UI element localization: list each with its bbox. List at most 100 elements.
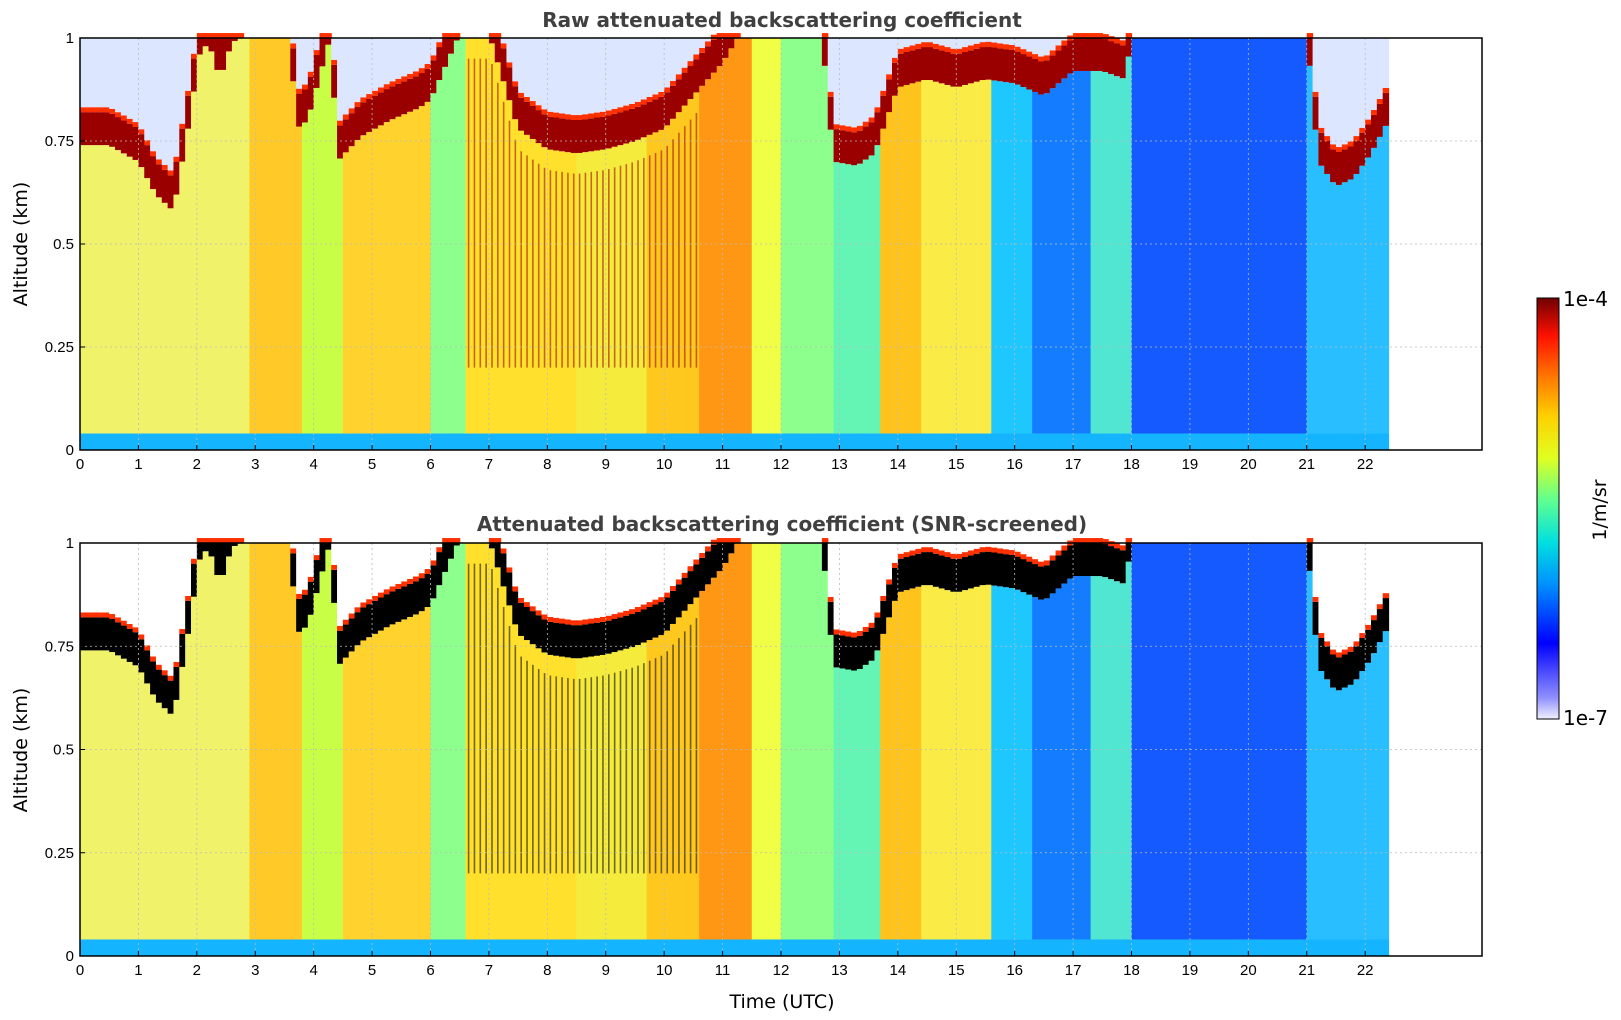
heat-cell-body: [868, 660, 876, 940]
heat-cell-above: [856, 38, 864, 126]
heat-cell-ground: [868, 433, 876, 450]
heat-cell-body: [331, 602, 338, 940]
heat-cell-body: [278, 543, 286, 940]
heat-cell-above: [535, 543, 543, 611]
heat-cell-ground: [874, 433, 881, 450]
heat-cell-cloud: [570, 625, 578, 659]
heat-cell-cloud-edge: [109, 108, 116, 114]
x-tick-label: 1: [134, 456, 142, 473]
heat-cell-cloud: [1353, 141, 1360, 174]
heat-cell-above: [395, 543, 402, 584]
heat-cell-above: [97, 543, 104, 613]
heat-cell-ground: [1108, 939, 1115, 956]
heat-cell-cloud: [1061, 550, 1068, 584]
heat-cell-cloud: [1078, 38, 1086, 71]
heat-cell-cloud: [354, 612, 361, 646]
heat-cell-above: [938, 543, 946, 551]
heat-cell-above: [167, 38, 175, 171]
heat-cell-above: [1335, 38, 1343, 148]
heat-cell-ground: [220, 939, 227, 956]
heat-cell-above: [331, 543, 338, 565]
heat-cell-cloud-edge: [1008, 550, 1016, 555]
heat-cell-body: [459, 38, 467, 434]
heat-cell-cloud: [553, 622, 560, 656]
heat-cell-above: [634, 38, 642, 102]
heat-cell-cloud: [296, 93, 303, 127]
heat-cell-ground: [1008, 433, 1016, 450]
heat-cell-ground: [576, 433, 583, 450]
heat-cell-above: [424, 543, 432, 570]
heat-cell-ground: [699, 433, 706, 450]
heat-cell-cloud-edge: [1359, 127, 1366, 133]
heat-cell-body: [453, 545, 461, 940]
heat-cell-above: [646, 38, 654, 97]
heat-cell-cloud-edge: [1330, 649, 1337, 655]
heat-cell-above: [903, 543, 911, 553]
heat-cell-cloud-edge: [997, 43, 1004, 49]
heat-cell-ground: [559, 433, 566, 450]
heat-cell-body: [1108, 579, 1115, 940]
heat-cell-ground: [646, 939, 654, 956]
heat-cell-cloud-edge: [319, 33, 326, 38]
heat-cell-precip: [683, 126, 686, 368]
heat-cell-above: [868, 38, 876, 118]
heat-cell-cloud: [991, 47, 998, 81]
heat-cell-above: [173, 543, 180, 662]
heat-cell-body: [1230, 38, 1238, 434]
heat-cell-cloud-edge: [155, 664, 163, 670]
heat-cell-body: [231, 40, 239, 434]
heat-cell-precip: [596, 676, 598, 874]
colorbar-frame: [1536, 297, 1560, 720]
heat-cell-cloud: [1312, 601, 1320, 635]
heat-cell-above: [354, 543, 361, 608]
heat-cell-above: [512, 543, 519, 587]
heat-cell-cloud-edge: [699, 47, 706, 53]
heat-cell-cloud: [827, 96, 835, 130]
x-tick-label: 4: [309, 962, 317, 979]
heat-cell-body: [1143, 38, 1150, 434]
heat-cell-cloud: [430, 565, 437, 599]
heat-cell-precip: [660, 655, 663, 874]
heat-cell-ground: [109, 939, 116, 956]
heat-cell-cloud: [611, 618, 619, 653]
heat-cell-above: [681, 543, 689, 573]
heat-cell-cloud: [535, 110, 543, 144]
heat-cell-cloud: [331, 64, 338, 98]
heat-cell-cloud: [395, 588, 402, 622]
heat-cell-ground: [839, 433, 846, 450]
heat-cell-cloud-edge: [1032, 54, 1039, 60]
heat-cell-body: [757, 543, 765, 940]
y-axis-label: Altitude (km): [10, 688, 32, 813]
heat-cell-ground: [161, 433, 169, 450]
y-tick-label: 0.5: [53, 742, 74, 759]
heat-cell-ground: [354, 939, 361, 956]
heat-cell-ground: [1119, 939, 1127, 956]
heat-cell-body: [1236, 543, 1244, 940]
heat-cell-above: [307, 543, 315, 577]
heat-cell-cloud: [389, 591, 397, 625]
heat-cell-ground: [512, 433, 519, 450]
heat-cell-ground: [956, 939, 963, 956]
heat-cell-ground: [115, 433, 122, 450]
heat-cell-cloud-edge: [634, 101, 642, 107]
heat-cell-ground: [296, 939, 303, 956]
heat-cell-body: [1312, 634, 1320, 940]
heat-cell-cloud: [161, 675, 169, 709]
heat-cell-cloud: [1318, 637, 1325, 672]
heat-cell-cloud: [91, 112, 99, 146]
heat-cell-cloud: [658, 602, 665, 636]
heat-cell-cloud: [652, 99, 659, 133]
heat-cell-body: [453, 40, 461, 434]
heat-cell-ground: [261, 433, 268, 450]
colorbar-gradient: [1537, 298, 1559, 719]
heat-cell-above: [1055, 38, 1062, 46]
x-tick-label: 14: [889, 962, 906, 979]
heat-cell-cloud-edge: [494, 33, 502, 38]
heat-cell-ground: [1260, 433, 1267, 450]
heat-cell-ground: [1061, 433, 1068, 450]
heat-cell-cloud: [1365, 124, 1372, 158]
heat-cell-cloud-edge: [909, 550, 916, 556]
heat-cell-above: [1347, 543, 1355, 647]
heat-cell-body: [1213, 38, 1220, 434]
heat-cell-ground: [185, 939, 192, 956]
